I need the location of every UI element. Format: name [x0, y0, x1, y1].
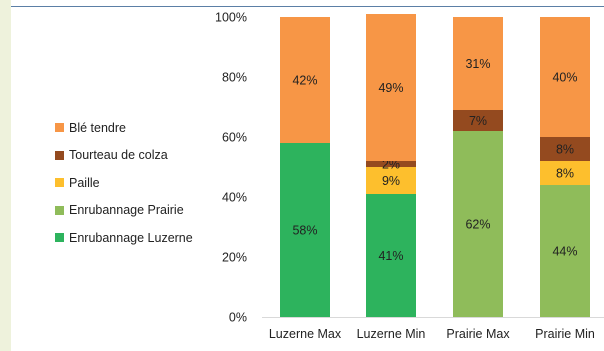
data-label: 42% [292, 74, 317, 88]
bars-group: 58%42%41%9%2%49%62%7%31%44%8%8%40% [262, 14, 604, 318]
data-label: 8% [556, 167, 574, 181]
y-tick-label: 60% [222, 131, 247, 145]
y-tick-label: 0% [229, 311, 247, 325]
data-label: 41% [378, 249, 403, 263]
x-tick-label: Luzerne Max [269, 327, 342, 341]
top-divider [11, 6, 604, 7]
legend-item: Paille [55, 169, 225, 197]
bar-segment [453, 110, 503, 131]
data-label: 8% [556, 143, 574, 157]
legend-swatch [55, 205, 64, 215]
legend-item: Tourteau de colza [55, 142, 225, 170]
y-tick-label: 80% [222, 71, 247, 85]
bar-segment [453, 131, 503, 317]
bar-segment [366, 194, 416, 317]
data-label: 49% [378, 81, 403, 95]
x-tick-label: Luzerne Min [357, 327, 426, 341]
legend-item: Enrubannage Prairie [55, 197, 225, 225]
legend-item: Enrubannage Luzerne [55, 224, 225, 252]
left-margin-strip [0, 0, 11, 351]
legend-swatch [55, 150, 64, 160]
y-tick-label: 100% [215, 11, 247, 25]
y-tick-label: 40% [222, 191, 247, 205]
y-axis: 0% 20% 40% 60% 80% 100% [215, 11, 247, 325]
legend-label: Enrubannage Luzerne [69, 230, 193, 245]
legend-label: Tourteau de colza [69, 148, 168, 163]
data-label: 31% [465, 57, 490, 71]
data-label: 44% [552, 245, 577, 259]
legend: Blé tendre Tourteau de colza Paille Enruban… [55, 114, 225, 252]
bar-segment [366, 161, 416, 167]
legend-swatch [55, 123, 64, 133]
legend-label: Enrubannage Prairie [69, 203, 184, 218]
bar-segment [540, 17, 590, 137]
data-label: 58% [292, 224, 317, 238]
data-label: 62% [465, 218, 490, 232]
legend-swatch [55, 178, 64, 188]
bar-segment [366, 167, 416, 194]
bar-segment [280, 143, 330, 317]
bar-segment [540, 161, 590, 185]
bar-segment [280, 17, 330, 143]
data-label: 7% [469, 114, 487, 128]
bar-segment [366, 14, 416, 161]
data-label: 9% [382, 174, 400, 188]
x-tick-label: Prairie Max [446, 327, 510, 341]
legend-label: Paille [69, 175, 100, 190]
y-tick-label: 20% [222, 251, 247, 265]
bar-segment [540, 185, 590, 317]
bar-segment [540, 137, 590, 161]
legend-label: Blé tendre [69, 120, 126, 135]
legend-swatch [55, 233, 64, 243]
bar-segment [453, 17, 503, 110]
data-label: 40% [552, 71, 577, 85]
legend-item: Blé tendre [55, 114, 225, 142]
x-tick-label: Prairie Min [535, 327, 595, 341]
x-axis: Luzerne Max Luzerne Min Prairie Max Prairie… [269, 327, 595, 341]
